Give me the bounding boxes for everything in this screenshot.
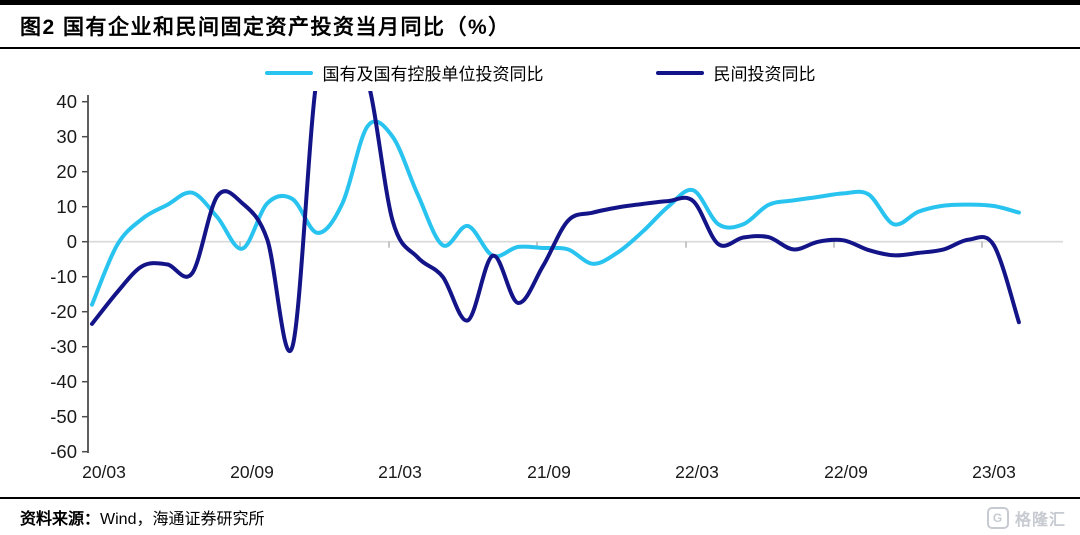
- y-axis-label: -40: [50, 371, 77, 392]
- y-axis-label: -20: [50, 301, 77, 322]
- source-label: 资料来源：: [20, 511, 101, 528]
- gelonghui-watermark: G 格隆汇: [986, 506, 1066, 530]
- top-border: [0, 0, 1080, 5]
- legend-label-private: 民间投资同比: [713, 65, 816, 84]
- soe-investment-line: [90, 119, 1021, 307]
- y-axis-label: 30: [56, 126, 77, 147]
- y-axis-label: -50: [50, 406, 77, 427]
- x-axis-label: 21/09: [527, 462, 571, 482]
- y-axis-label: 40: [56, 91, 77, 112]
- x-axis-label: 21/03: [378, 462, 422, 482]
- gelonghui-logo-icon: G: [986, 507, 1009, 529]
- y-axis-label: 10: [56, 196, 77, 217]
- soe-line-swatch: [264, 70, 313, 75]
- footer-divider: [0, 497, 1080, 499]
- source-note: 资料来源：Wind，海通证券研究所: [20, 505, 264, 529]
- legend-item-private: 民间投资同比: [655, 60, 816, 85]
- title-divider: [0, 47, 1080, 49]
- gelonghui-logo-text: 格隆汇: [1014, 512, 1066, 529]
- x-axis-label: 22/09: [824, 462, 868, 482]
- source-text: Wind，海通证券研究所: [100, 511, 265, 528]
- private-line-swatch: [655, 70, 704, 75]
- x-axis-label: 22/03: [675, 462, 719, 482]
- y-axis-label: -10: [50, 266, 77, 287]
- y-axis-label: -60: [50, 441, 77, 462]
- legend-label-soe: 国有及国有控股单位投资同比: [322, 65, 544, 84]
- figure-title: 图2 国有企业和民间固定资产投资当月同比（%）: [20, 16, 511, 39]
- y-axis-label: -30: [50, 336, 77, 357]
- y-axis-label: 0: [67, 231, 77, 252]
- x-axis-label: 23/03: [972, 462, 1016, 482]
- y-axis-label: 20: [56, 161, 77, 182]
- x-axis-label: 20/09: [230, 462, 274, 482]
- chart-legend: 国有及国有控股单位投资同比 民间投资同比: [0, 60, 1080, 85]
- private-investment-line: [90, 91, 1021, 353]
- x-axis-label: 20/03: [82, 462, 126, 482]
- legend-item-soe: 国有及国有控股单位投资同比: [264, 60, 544, 85]
